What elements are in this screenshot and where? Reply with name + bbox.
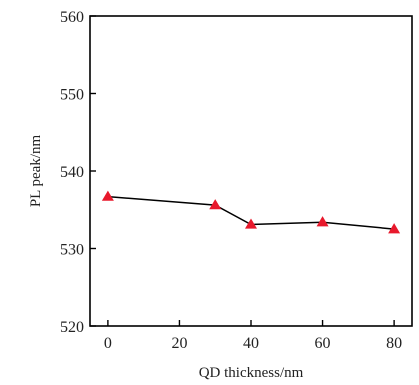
x-tick-label: 0 (104, 335, 112, 352)
data-point-marker (388, 223, 401, 234)
x-axis-label: QD thickness/nm (199, 365, 304, 381)
y-tick-label: 520 (60, 319, 84, 336)
y-tick-label: 550 (60, 87, 84, 104)
data-point-marker (316, 216, 329, 227)
data-point-marker (245, 218, 257, 229)
x-tick-label: 40 (243, 335, 259, 352)
y-axis-label: PL peak/nm (28, 134, 44, 207)
y-tick-label: 540 (60, 164, 84, 181)
x-tick-label: 60 (315, 335, 331, 352)
y-tick-label: 530 (60, 242, 84, 259)
data-point-marker (209, 199, 222, 210)
data-point-marker (101, 190, 114, 201)
x-ticks: 0 20 40 60 80 (104, 320, 402, 352)
plot-frame (89, 15, 413, 327)
y-tick-label: 560 (60, 9, 84, 26)
x-tick-label: 20 (171, 335, 187, 352)
x-tick-label: 80 (386, 335, 402, 352)
y-ticks: 520 530 540 550 560 (60, 9, 96, 336)
series-group (101, 190, 401, 234)
